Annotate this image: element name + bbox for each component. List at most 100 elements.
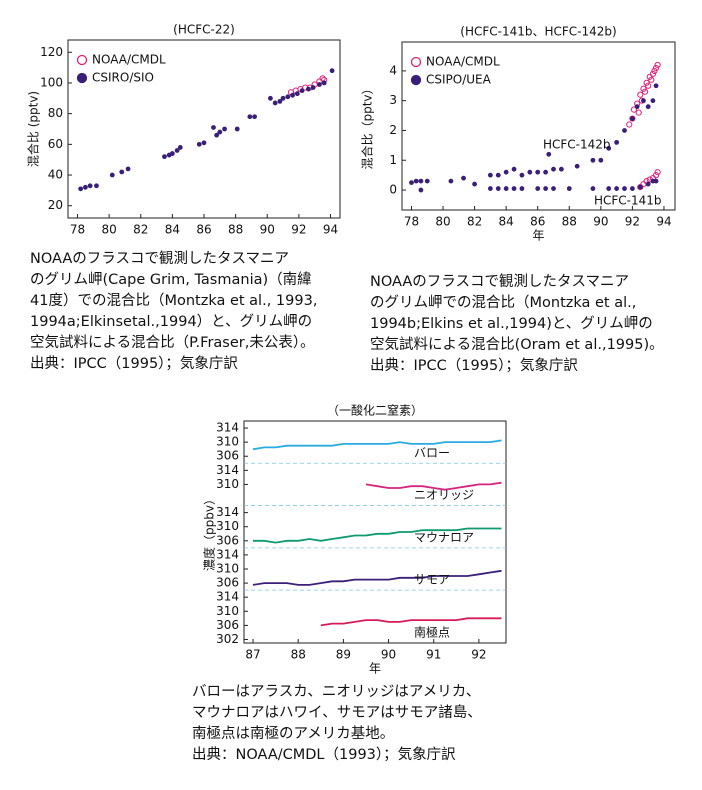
y-tick-label: 314: [216, 590, 239, 604]
point: [651, 67, 658, 74]
x-tick-label: 92: [471, 648, 486, 662]
point: [119, 169, 125, 175]
point: [643, 79, 650, 86]
series-line: [320, 617, 502, 627]
point: [299, 88, 305, 94]
point: [629, 115, 636, 122]
y-tick-label: 1: [389, 153, 397, 167]
point: [653, 83, 659, 89]
x-tick-label: 86: [196, 223, 211, 237]
point: [519, 186, 525, 191]
y-tick-label: 306: [216, 576, 239, 590]
chart-title: （一酸化二窒素）: [327, 403, 423, 418]
x-tick-label: 86: [530, 215, 545, 229]
point: [641, 88, 649, 95]
point: [125, 166, 131, 172]
series-label: バロー: [414, 446, 450, 460]
point: [629, 116, 635, 121]
y-tick-label: 80: [48, 106, 63, 120]
point: [606, 186, 612, 191]
point: [177, 145, 183, 150]
point: [247, 114, 253, 120]
y-tick-label: 306: [216, 618, 239, 632]
series-line: [365, 481, 502, 491]
y-tick-label: 2: [389, 123, 397, 137]
point: [418, 178, 424, 184]
point: [294, 91, 300, 97]
caption-line: 1994a;Elkinsetal.,1994）と、グリム岬の: [30, 313, 312, 330]
x-tick-label: 94: [323, 223, 338, 237]
x-tick-label: 84: [499, 215, 514, 229]
caption-line: 出典：IPCC（1995）；気象庁訳: [370, 357, 578, 374]
x-tick-label: 91: [426, 648, 441, 662]
x-tick-label: 94: [656, 215, 671, 229]
point: [317, 82, 322, 87]
point: [169, 151, 175, 156]
point: [503, 186, 509, 191]
series-label: マウナロア: [414, 530, 474, 544]
caption-line: NOAAのフラスコで観測したタスマニア: [370, 273, 629, 290]
caption-line: 南極点は南極のアメリカ基地。: [192, 725, 394, 742]
point: [217, 129, 223, 135]
legend-label: NOAA/CMDL: [426, 55, 500, 69]
legend-marker: [410, 56, 422, 68]
point: [418, 187, 424, 193]
caption-line: 41度）での混合比（Montzka et al., 1993,: [30, 292, 317, 309]
point: [606, 145, 612, 151]
point: [558, 166, 564, 172]
y-tick-label: 310: [216, 477, 239, 491]
x-tick-label: 84: [165, 223, 180, 237]
y-tick-label: 4: [389, 63, 397, 77]
series-label: サモア: [414, 573, 450, 587]
annotation: HCFC-141b: [594, 194, 662, 208]
point: [527, 169, 533, 175]
point: [87, 183, 93, 189]
point: [503, 169, 509, 175]
point: [543, 186, 549, 191]
point: [109, 172, 115, 178]
legend-marker: [76, 54, 88, 66]
x-tick-label: 78: [404, 215, 419, 229]
point: [653, 178, 659, 184]
point: [495, 172, 501, 178]
x-tick-label: 78: [70, 223, 85, 237]
point: [196, 141, 202, 147]
point: [290, 92, 295, 98]
chart-title: (HCFC-22): [173, 23, 235, 37]
point: [214, 132, 220, 138]
y-tick-label: 310: [216, 604, 239, 618]
x-axis-label: 年: [369, 662, 381, 676]
point: [622, 186, 627, 191]
x-tick-label: 82: [133, 223, 148, 237]
legend-marker: [410, 74, 422, 86]
point: [629, 186, 635, 191]
point: [222, 126, 227, 132]
point: [649, 70, 657, 77]
point: [640, 85, 647, 92]
x-tick-label: 90: [381, 648, 396, 662]
y-tick-label: 3: [389, 93, 397, 107]
point: [654, 61, 661, 69]
caption-line: 出典：IPCC（1995）；気象庁訳: [30, 355, 238, 372]
point: [535, 169, 541, 175]
caption-line: 空気試料による混合比（P.Fraser,未公表）。: [30, 334, 315, 351]
point: [630, 106, 638, 113]
x-tick-label: 88: [562, 215, 577, 229]
y-tick-label: 20: [48, 198, 63, 212]
point: [487, 186, 493, 191]
point: [329, 68, 335, 74]
y-tick-label: 314: [216, 505, 239, 519]
y-tick-label: 302: [216, 632, 239, 646]
point: [321, 80, 327, 86]
legend-label: CSIPO/UEA: [426, 73, 492, 87]
point: [511, 166, 517, 172]
series-line: [252, 569, 502, 586]
point: [641, 98, 646, 104]
point: [409, 180, 414, 185]
y-tick-label: 310: [216, 562, 239, 576]
point: [511, 186, 517, 191]
y-tick-label: 120: [40, 45, 63, 59]
point: [472, 181, 477, 187]
y-tick-label: 60: [48, 137, 63, 151]
